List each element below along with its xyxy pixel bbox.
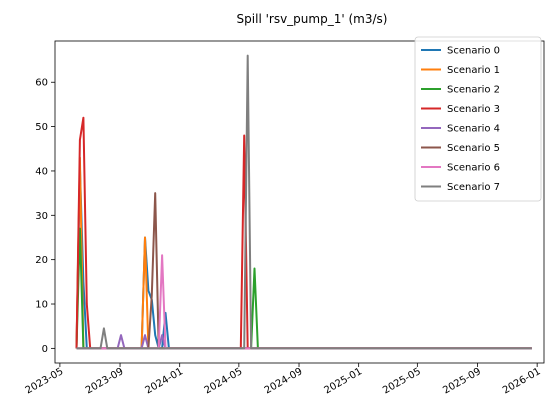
x-tick-label: 2024-01 (143, 366, 185, 396)
legend-label: Scenario 4 (447, 124, 500, 135)
series-line-7 (76, 54, 532, 350)
legend-label: Scenario 1 (447, 65, 500, 76)
x-tick-label: 2024-05 (203, 366, 245, 396)
legend: Scenario 0 Scenario 1 Scenario 2 Scenario 3… (414, 36, 542, 202)
legend-label: Scenario 3 (447, 104, 500, 115)
x-tick-label: 2023-05 (24, 366, 66, 396)
x-tick-label: 2025-01 (322, 366, 364, 396)
legend-label: Scenario 2 (447, 85, 500, 96)
y-tick-label: 10 (35, 300, 48, 311)
legend-box (414, 36, 542, 202)
chart-title: Spill 'rsv_pump_1' (m3/s) (237, 12, 388, 26)
x-tick-label: 2025-09 (441, 366, 483, 396)
y-tick-label: 50 (35, 122, 48, 133)
series-line-4 (76, 334, 532, 350)
legend-label: Scenario 7 (447, 182, 500, 193)
y-axis: 0 10 20 30 40 50 60 (35, 78, 55, 355)
x-tick-label: 2026-01 (501, 366, 543, 396)
legend-label: Scenario 5 (447, 143, 500, 154)
legend-label: Scenario 0 (447, 46, 500, 57)
y-tick-label: 0 (42, 344, 48, 355)
x-tick-label: 2023-09 (84, 366, 126, 396)
y-tick-label: 40 (35, 166, 48, 177)
y-tick-label: 30 (35, 211, 48, 222)
x-axis: 2023-05 2023-09 2024-01 2024-05 2024-09 2025-… (24, 363, 543, 396)
x-tick-label: 2025-05 (381, 366, 423, 396)
x-tick-label: 2024-09 (263, 366, 305, 396)
series-lines (75, 54, 532, 350)
plot-frame (54, 40, 545, 364)
y-tick-label: 20 (35, 255, 48, 266)
legend-label: Scenario 6 (447, 163, 500, 174)
y-tick-label: 60 (35, 78, 48, 89)
